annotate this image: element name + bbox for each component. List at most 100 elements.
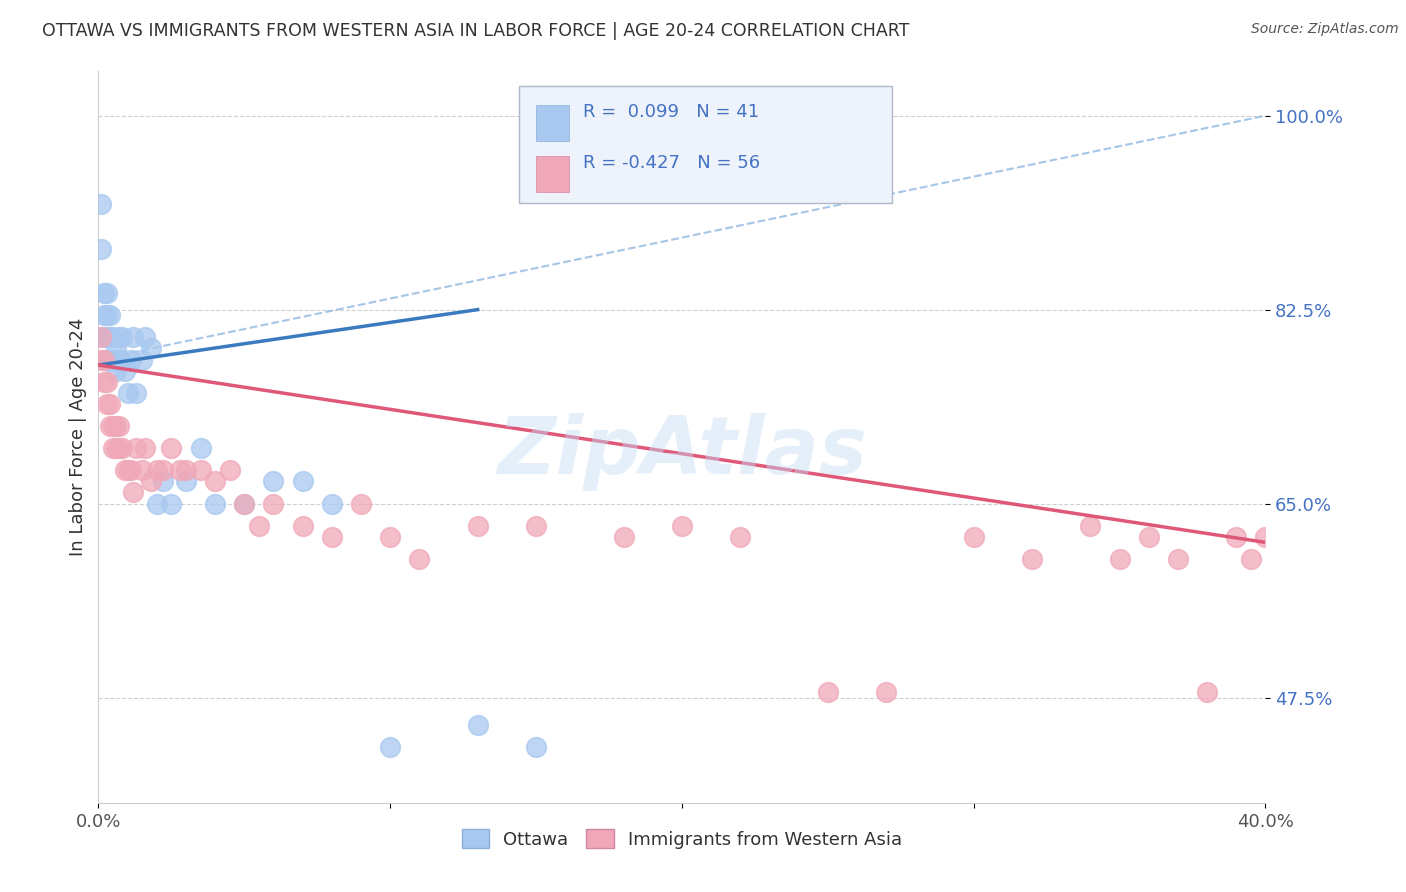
Point [104,419,127,434]
Point [730,530,752,544]
Point [671,518,693,533]
Point [117,463,139,477]
Point [204,475,226,489]
Point [467,518,489,533]
Point [108,330,131,344]
Bar [536,105,568,141]
Point [174,475,197,489]
Point [146,463,169,477]
Point [233,497,256,511]
Point [247,518,270,533]
Point [90,242,112,256]
Point [108,441,131,455]
Point [114,363,136,377]
Point [96,285,118,300]
Point [218,463,240,477]
Text: OTTAWA VS IMMIGRANTS FROM WESTERN ASIA IN LABOR FORCE | AGE 20-24 CORRELATION CH: OTTAWA VS IMMIGRANTS FROM WESTERN ASIA I… [42,22,910,40]
Y-axis label: In Labor Force | Age 20-24: In Labor Force | Age 20-24 [69,318,87,557]
Legend: Ottawa, Immigrants from Western Asia: Ottawa, Immigrants from Western Asia [454,822,910,856]
Point [160,441,183,455]
Point [1225,530,1247,544]
Point [204,497,226,511]
Bar [536,156,568,193]
Point [291,518,314,533]
Text: R = -0.427   N = 56: R = -0.427 N = 56 [582,153,759,172]
Point [152,475,174,489]
Point [291,475,314,489]
Point [190,441,212,455]
Point [467,718,489,732]
Point [233,497,256,511]
Point [98,419,121,434]
Point [96,397,118,411]
Point [174,463,197,477]
Point [875,685,897,699]
Point [1240,552,1263,566]
Point [108,352,131,367]
Point [96,308,118,322]
Point [131,352,153,367]
Point [98,308,121,322]
Point [262,497,284,511]
Point [321,497,343,511]
Point [321,530,343,544]
Point [139,342,162,356]
Point [90,352,112,367]
Point [146,497,169,511]
Point [350,497,373,511]
Point [962,530,984,544]
Point [101,441,124,455]
Point [125,441,148,455]
Point [96,330,118,344]
Point [93,375,115,389]
Point [122,485,145,500]
Point [1108,552,1130,566]
Point [96,352,118,367]
Point [93,285,115,300]
Point [408,552,430,566]
Point [380,740,402,755]
Point [122,330,145,344]
Text: ZipAtlas: ZipAtlas [496,413,868,491]
Point [380,530,402,544]
Point [131,463,153,477]
Point [104,441,127,455]
Point [1080,518,1102,533]
Point [114,463,136,477]
Point [101,352,124,367]
Point [117,385,139,400]
Text: Source: ZipAtlas.com: Source: ZipAtlas.com [1251,22,1399,37]
Point [90,330,112,344]
Point [134,441,156,455]
Point [120,352,142,367]
Point [111,330,134,344]
Point [524,740,547,755]
Point [104,363,127,377]
Point [101,330,124,344]
Point [190,463,212,477]
Point [93,308,115,322]
Point [93,330,115,344]
Point [612,530,634,544]
Point [134,330,156,344]
Point [1137,530,1160,544]
Point [1021,552,1043,566]
Point [98,330,121,344]
Point [90,197,112,211]
Point [98,397,121,411]
Point [101,419,124,434]
Point [524,518,547,533]
Point [262,475,284,489]
Point [96,375,118,389]
Point [169,463,191,477]
Point [817,685,839,699]
Point [1167,552,1189,566]
Point [111,441,134,455]
Point [1254,530,1277,544]
Point [108,419,131,434]
Point [152,463,174,477]
Point [98,352,121,367]
Text: R =  0.099   N = 41: R = 0.099 N = 41 [582,103,759,120]
Point [160,497,183,511]
Point [93,352,115,367]
